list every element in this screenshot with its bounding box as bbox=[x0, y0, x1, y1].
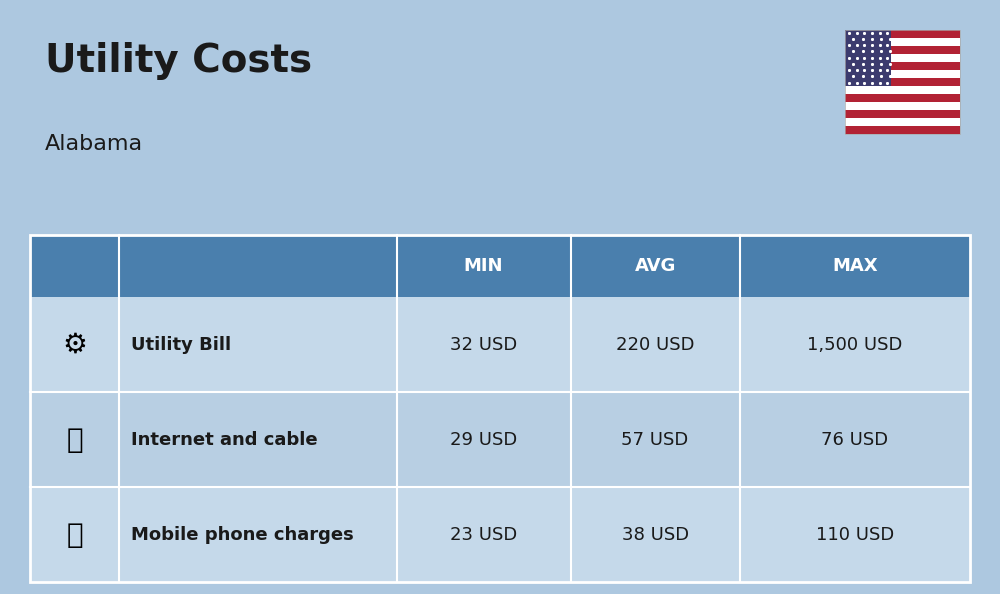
Text: 220 USD: 220 USD bbox=[616, 336, 694, 353]
FancyBboxPatch shape bbox=[845, 62, 960, 69]
Text: Alabama: Alabama bbox=[45, 134, 143, 154]
FancyBboxPatch shape bbox=[30, 297, 970, 392]
Text: 110 USD: 110 USD bbox=[816, 526, 894, 544]
Text: MAX: MAX bbox=[832, 257, 878, 275]
Text: ⚙: ⚙ bbox=[62, 330, 87, 359]
Text: AVG: AVG bbox=[634, 257, 676, 275]
FancyBboxPatch shape bbox=[845, 53, 960, 62]
Text: Internet and cable: Internet and cable bbox=[131, 431, 318, 448]
Text: 1,500 USD: 1,500 USD bbox=[807, 336, 903, 353]
FancyBboxPatch shape bbox=[845, 46, 960, 53]
Text: 76 USD: 76 USD bbox=[821, 431, 888, 448]
FancyBboxPatch shape bbox=[845, 102, 960, 110]
Text: Mobile phone charges: Mobile phone charges bbox=[131, 526, 354, 544]
FancyBboxPatch shape bbox=[845, 110, 960, 118]
Text: Utility Bill: Utility Bill bbox=[131, 336, 231, 353]
FancyBboxPatch shape bbox=[845, 126, 960, 134]
Text: 57 USD: 57 USD bbox=[621, 431, 689, 448]
Text: 23 USD: 23 USD bbox=[450, 526, 517, 544]
Text: 📡: 📡 bbox=[66, 425, 83, 454]
FancyBboxPatch shape bbox=[845, 69, 960, 78]
Text: 📱: 📱 bbox=[66, 520, 83, 549]
FancyBboxPatch shape bbox=[845, 94, 960, 102]
FancyBboxPatch shape bbox=[845, 118, 960, 126]
FancyBboxPatch shape bbox=[845, 37, 960, 46]
Text: 38 USD: 38 USD bbox=[622, 526, 689, 544]
Text: 29 USD: 29 USD bbox=[450, 431, 517, 448]
FancyBboxPatch shape bbox=[845, 78, 960, 86]
FancyBboxPatch shape bbox=[845, 30, 891, 86]
FancyBboxPatch shape bbox=[30, 487, 970, 582]
Text: MIN: MIN bbox=[464, 257, 503, 275]
FancyBboxPatch shape bbox=[845, 30, 960, 37]
FancyBboxPatch shape bbox=[845, 86, 960, 94]
FancyBboxPatch shape bbox=[30, 235, 970, 297]
Text: 32 USD: 32 USD bbox=[450, 336, 517, 353]
FancyBboxPatch shape bbox=[30, 392, 970, 487]
Text: Utility Costs: Utility Costs bbox=[45, 42, 312, 80]
